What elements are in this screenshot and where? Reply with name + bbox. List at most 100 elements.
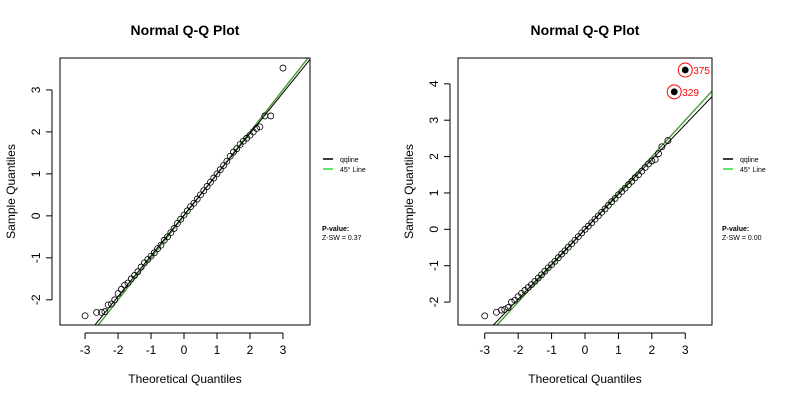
data-point: [561, 247, 569, 255]
data-point: [574, 233, 582, 241]
x-tick-label: -3: [479, 343, 490, 357]
y-axis-label: Sample Quantiles: [4, 144, 18, 239]
data-point: [150, 249, 158, 257]
x-tick-label: 0: [181, 343, 188, 357]
data-point: [481, 312, 489, 320]
data-point: [611, 195, 619, 202]
data-point: [655, 150, 662, 158]
data-point: [588, 219, 596, 227]
qq-panel-2: Normal Q-Q Plot Theoretical Quantiles Samp…: [402, 22, 766, 386]
data-point: [210, 174, 218, 182]
data-point: [635, 171, 642, 179]
y-tick-label: 1: [427, 189, 441, 196]
x-axis-label: Theoretical Quantiles: [128, 372, 241, 386]
outlier-label: 375: [693, 66, 710, 77]
data-point: [174, 220, 181, 227]
data-point: [267, 112, 275, 120]
data-point: [601, 205, 609, 213]
x-tick-label: 2: [247, 343, 254, 357]
data-point: [124, 279, 132, 287]
data-point: [111, 296, 119, 304]
y-axis-label: Sample Quantiles: [402, 144, 416, 239]
plot-frame: [59, 57, 311, 326]
data-point: [213, 170, 221, 178]
data-point: [203, 183, 211, 190]
data-point: [256, 123, 264, 131]
data-point: [98, 309, 105, 316]
data-point: [538, 271, 545, 279]
data-point: [604, 201, 612, 209]
pvalue-text: Z-SW = 0.37: [322, 235, 362, 242]
x-axis-label: Theoretical Quantiles: [528, 372, 641, 386]
data-point: [504, 304, 512, 311]
qqline: [492, 96, 712, 325]
data-point: [578, 229, 586, 237]
qq-panel-1: Normal Q-Q Plot Theoretical Quantiles Samp…: [4, 22, 366, 386]
data-point: [200, 187, 208, 195]
data-point: [220, 162, 227, 169]
x-tick-label: 3: [280, 343, 287, 357]
outlier-label: 329: [682, 88, 699, 99]
plot-area: [81, 58, 310, 325]
data-point: [664, 137, 672, 144]
x-tick-label: 1: [615, 343, 622, 357]
data-point: [93, 309, 101, 316]
data-point: [253, 125, 260, 132]
pvalue-title: P-value:: [722, 226, 749, 233]
data-point: [594, 212, 602, 220]
data-point: [279, 64, 287, 72]
data-point: [621, 184, 629, 192]
y-tick-label: 0: [427, 226, 441, 233]
data-point: [511, 296, 519, 304]
y-tick-label: -2: [29, 294, 43, 305]
data-point: [206, 178, 214, 186]
legend-label: qqline: [340, 157, 359, 164]
x-tick-label: 2: [648, 343, 655, 357]
data-point: [651, 156, 659, 163]
x-tick-label: 3: [682, 343, 689, 357]
data-point: [551, 257, 559, 265]
data-point: [190, 199, 198, 207]
y-tick-label: -1: [427, 260, 441, 271]
y-tick-label: 1: [29, 170, 43, 177]
y-tick-label: 3: [29, 86, 43, 93]
data-point: [658, 143, 666, 151]
data-point: [498, 306, 505, 314]
data-point: [104, 301, 112, 309]
data-point: [137, 263, 145, 271]
y-tick-label: 4: [427, 80, 441, 87]
data-point: [554, 254, 562, 262]
outlier-point: [682, 67, 689, 74]
data-point: [571, 236, 579, 244]
data-point: [226, 152, 234, 160]
x-tick-label: -2: [113, 343, 124, 357]
data-point: [628, 177, 636, 185]
y-tick-label: 2: [29, 128, 43, 135]
pvalue-text: Z-SW = 0.00: [722, 235, 762, 242]
y-tick-label: 2: [427, 153, 441, 160]
x-tick-label: -1: [546, 343, 557, 357]
data-point: [223, 157, 231, 165]
x-tick-label: 1: [214, 343, 221, 357]
y-tick-label: 0: [29, 212, 43, 219]
data-point: [101, 308, 109, 315]
data-point: [183, 207, 191, 215]
chart-title: Normal Q-Q Plot: [131, 22, 240, 38]
x-tick-label: -2: [513, 343, 524, 357]
data-point: [117, 285, 125, 293]
line-45-degree: [97, 58, 309, 325]
data-point: [193, 195, 201, 203]
legend-label: qqline: [740, 157, 759, 164]
x-tick-label: 0: [582, 343, 589, 357]
outlier-highlight-ring: [666, 84, 682, 100]
data-point: [170, 225, 178, 232]
x-tick-label: -1: [146, 343, 157, 357]
plot-area: [481, 66, 712, 325]
data-point: [121, 281, 129, 289]
data-point: [134, 268, 142, 276]
data-point: [648, 157, 656, 165]
data-point: [638, 167, 646, 175]
data-point: [114, 290, 122, 297]
outlier-highlight-ring: [677, 62, 693, 78]
